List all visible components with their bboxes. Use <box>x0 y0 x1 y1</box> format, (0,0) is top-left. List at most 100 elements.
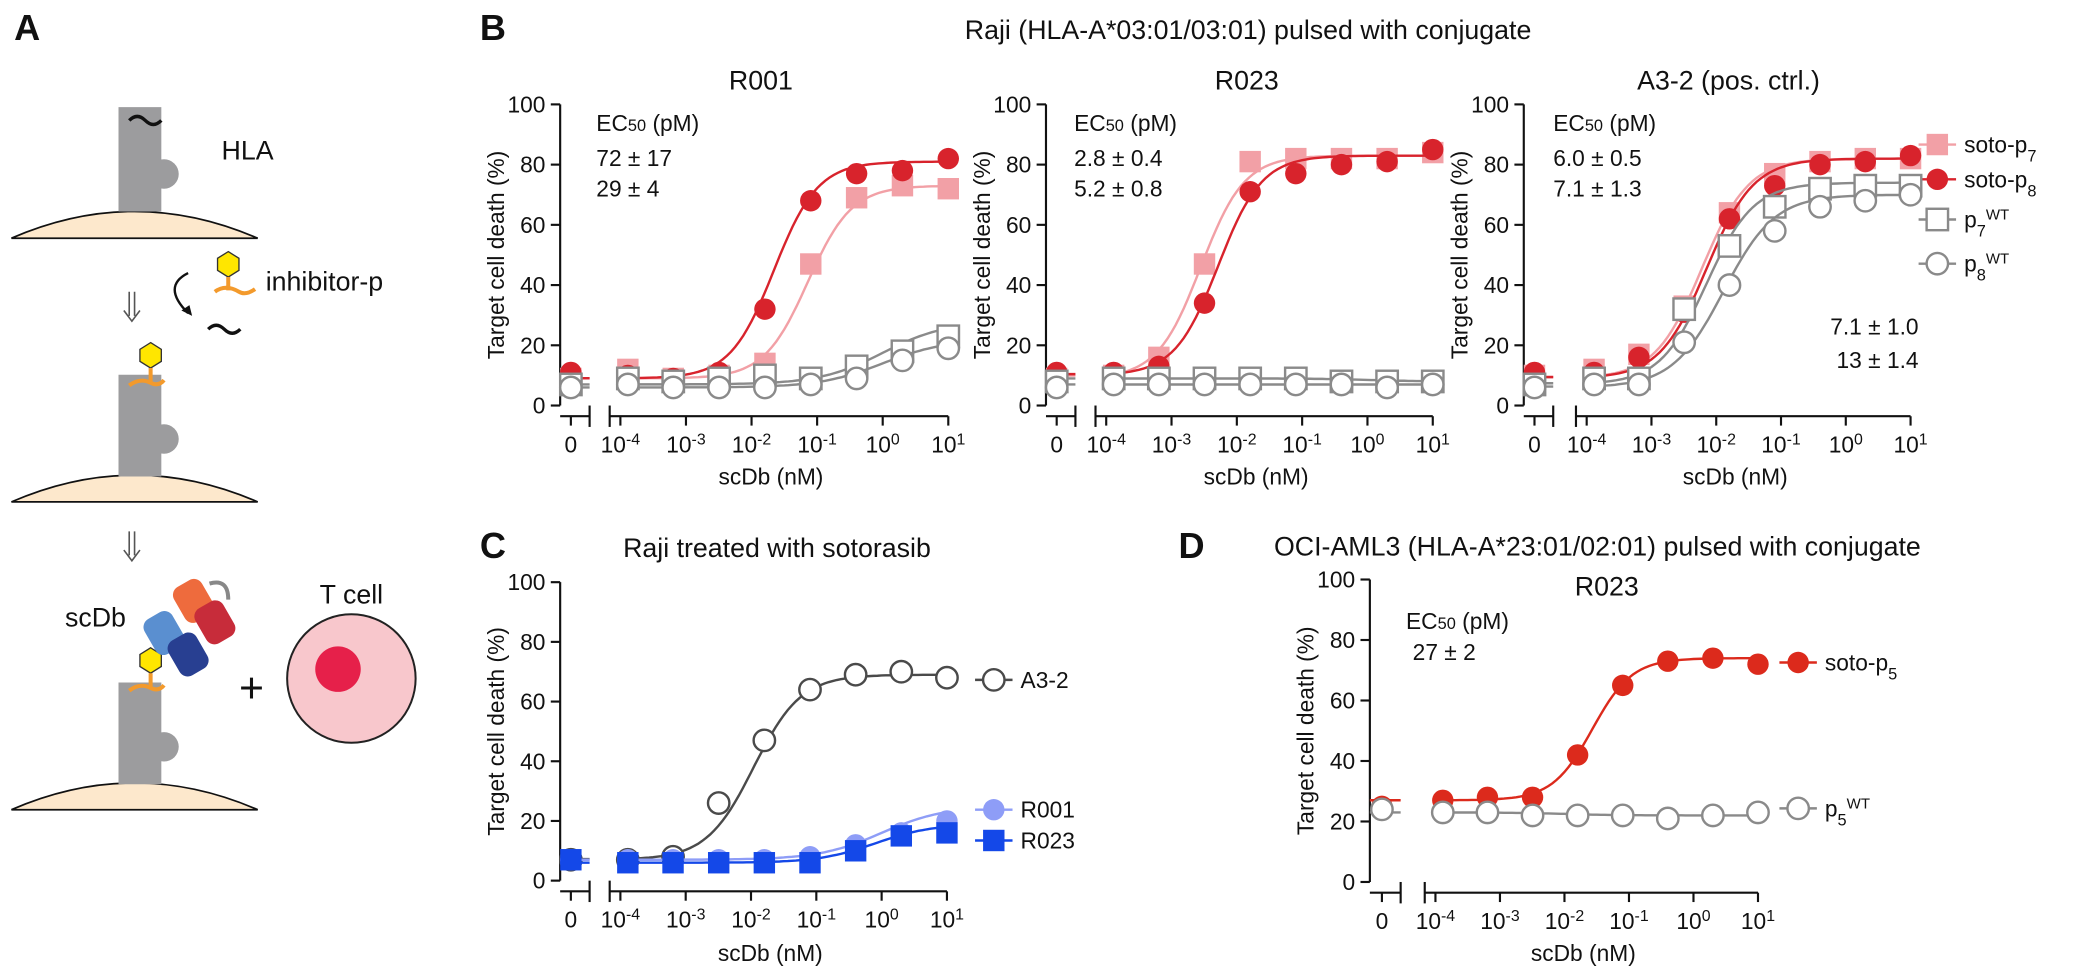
arrow <box>173 271 189 315</box>
y-axis-label: Target cell death (%) <box>1447 151 1473 360</box>
x-tick-label: 0 <box>565 906 578 932</box>
marker <box>1285 162 1307 185</box>
hla <box>149 159 179 189</box>
label: + <box>239 665 264 713</box>
marker <box>1101 372 1126 397</box>
chart-title: A3-2 (pos. ctrl.) <box>1637 66 1820 96</box>
marker <box>1192 372 1217 397</box>
marker <box>1808 194 1832 219</box>
marker <box>662 852 684 874</box>
marker <box>1702 647 1724 669</box>
marker <box>1672 297 1697 322</box>
marker <box>1786 796 1811 821</box>
x-tick-label: 10-1 <box>1282 431 1322 458</box>
panel-letter: B <box>480 7 506 48</box>
marker <box>889 659 914 684</box>
x-tick-label: 101 <box>931 431 965 458</box>
membrane <box>11 782 259 811</box>
marker <box>1370 797 1394 822</box>
x-tick-label: 10-2 <box>1545 907 1585 934</box>
marker <box>707 852 730 874</box>
membrane <box>11 210 259 240</box>
y-tick-label: 0 <box>533 868 546 894</box>
marker <box>1193 292 1216 314</box>
x-tick-label: 10-4 <box>601 431 641 458</box>
marker <box>800 253 822 275</box>
label: HLA <box>222 135 274 165</box>
marker <box>1746 800 1770 825</box>
legend-label: p8WT <box>1964 250 2009 284</box>
marker <box>1582 372 1606 397</box>
y-tick-label: 80 <box>520 629 545 655</box>
panel-letter: C <box>480 525 506 566</box>
y-tick-label: 40 <box>1006 272 1031 298</box>
y-tick-label: 60 <box>520 689 545 715</box>
x-tick-label: 100 <box>1829 431 1863 458</box>
x-tick-label: 101 <box>1416 431 1450 458</box>
x-tick-label: 10-2 <box>1696 431 1736 458</box>
chart: A3-2 (pos. ctrl.) scDb (nM) Target cell de… <box>1447 66 2037 490</box>
marker <box>937 147 959 170</box>
marker <box>1717 234 1742 258</box>
ec50-value: 72 ± 17 <box>596 145 672 171</box>
x-tick-label: 10-1 <box>1609 907 1649 934</box>
marker <box>891 159 914 182</box>
x-tick-label: 101 <box>1741 907 1775 934</box>
marker <box>798 372 823 397</box>
marker <box>1926 168 1949 191</box>
y-tick-label: 80 <box>1484 152 1509 178</box>
marker <box>844 840 867 862</box>
legend-label: R001 <box>1021 797 1075 823</box>
ec50-value: 7.1 ± 1.0 <box>1830 314 1918 340</box>
x-tick-label: 10-4 <box>1086 431 1126 458</box>
ec50-value: 29 ± 4 <box>596 176 659 202</box>
marker <box>936 822 958 844</box>
x-tick-label: 10-4 <box>1416 907 1456 934</box>
linker <box>128 673 166 693</box>
x-tick-label: 100 <box>865 906 899 933</box>
marker <box>1762 194 1787 219</box>
marker <box>800 190 822 212</box>
y-tick-label: 40 <box>1484 272 1509 298</box>
y-axis-label: Target cell death (%) <box>1293 626 1319 835</box>
chart-title: R001 <box>729 66 793 96</box>
marker <box>1329 372 1354 397</box>
x-tick-label: 100 <box>866 431 900 458</box>
x-axis-label: scDb (nM) <box>1204 463 1309 489</box>
marker <box>1422 138 1444 161</box>
x-tick-label: 0 <box>1050 431 1063 457</box>
y-tick-label: 40 <box>1330 748 1355 774</box>
y-tick-label: 20 <box>520 332 545 358</box>
arrow <box>181 305 193 316</box>
panel-letter: D <box>1178 525 1204 566</box>
y-tick-label: 60 <box>1484 212 1509 238</box>
ec50-value: 13 ± 1.4 <box>1837 347 1919 373</box>
marker <box>936 336 961 361</box>
marker <box>1898 182 1923 207</box>
marker <box>935 665 959 690</box>
chart: R023 scDb (nM) Target cell death (%) 0 20 40 6… <box>1293 567 1898 966</box>
marker <box>1330 153 1353 176</box>
hla <box>118 374 162 477</box>
chart-title: R023 <box>1215 66 1279 96</box>
marker <box>937 178 959 200</box>
marker <box>1925 251 1950 276</box>
y-axis-label: Target cell death (%) <box>969 151 995 360</box>
x-tick-label: 0 <box>1376 908 1389 934</box>
marker <box>1610 803 1635 828</box>
ec50-header: EC50 (pM) <box>1406 608 1509 634</box>
x-tick-label: 0 <box>1528 431 1541 457</box>
marker <box>1747 653 1769 675</box>
marker <box>1787 651 1809 674</box>
y-tick-label: 100 <box>507 569 545 595</box>
y-axis-label: Target cell death (%) <box>483 151 509 360</box>
label: inhibitor-p <box>266 266 383 296</box>
x-tick-label: 101 <box>930 906 964 933</box>
legend-label: R023 <box>1021 828 1075 854</box>
marker <box>1283 372 1308 397</box>
marker <box>1521 786 1544 808</box>
x-axis-label: scDb (nM) <box>1531 940 1636 966</box>
linker <box>128 368 166 388</box>
marker <box>1420 372 1445 397</box>
x-tick-label: 10-2 <box>1217 431 1257 458</box>
